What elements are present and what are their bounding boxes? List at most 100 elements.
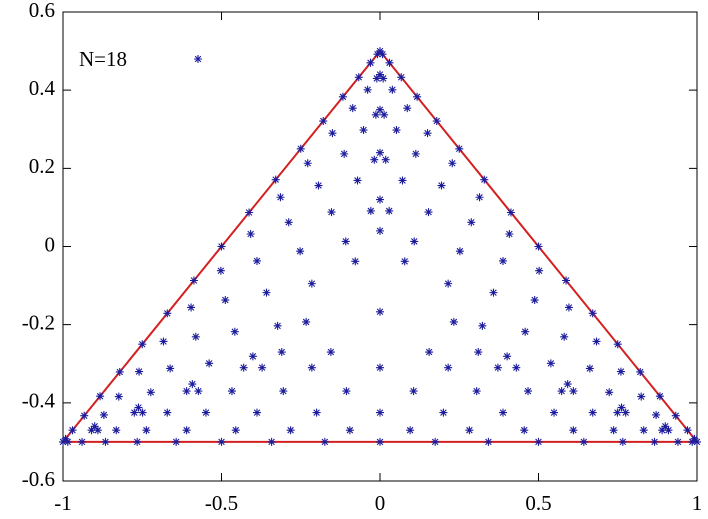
- point: [231, 426, 240, 435]
- point: [372, 74, 381, 83]
- y-tick-label: -0.2: [22, 310, 55, 334]
- point: [563, 380, 572, 389]
- point: [534, 437, 543, 446]
- point: [673, 437, 682, 446]
- point: [80, 411, 89, 420]
- point: [480, 175, 489, 184]
- point: [351, 257, 360, 266]
- point: [444, 363, 453, 372]
- point: [348, 104, 357, 113]
- point: [671, 411, 680, 420]
- point: [425, 348, 434, 357]
- point: [230, 327, 239, 336]
- point: [409, 387, 418, 396]
- point: [188, 380, 197, 389]
- point: [187, 303, 196, 312]
- point: [664, 426, 673, 435]
- point: [588, 309, 597, 318]
- point: [403, 104, 412, 113]
- point: [189, 276, 198, 285]
- point: [423, 129, 432, 138]
- point: [562, 276, 571, 285]
- point: [354, 73, 363, 82]
- point: [146, 388, 155, 397]
- point: [363, 85, 372, 94]
- point: [320, 437, 329, 446]
- point: [613, 408, 622, 417]
- point: [455, 144, 464, 153]
- x-tick-label: -0.5: [205, 491, 238, 515]
- point: [613, 340, 622, 349]
- point: [286, 426, 295, 435]
- point: [191, 332, 200, 341]
- point: [605, 388, 614, 397]
- point: [489, 288, 498, 297]
- point: [376, 226, 384, 235]
- point: [617, 403, 626, 412]
- point: [637, 392, 646, 401]
- point: [130, 408, 139, 417]
- point: [432, 117, 441, 126]
- point: [449, 317, 458, 326]
- point: [341, 237, 350, 246]
- point: [135, 367, 144, 376]
- point: [397, 73, 406, 82]
- point: [271, 175, 280, 184]
- point: [359, 126, 368, 135]
- point: [585, 364, 594, 373]
- point: [163, 408, 172, 417]
- point: [253, 256, 262, 265]
- point: [227, 387, 236, 396]
- point: [658, 426, 667, 435]
- point: [353, 176, 362, 185]
- point: [411, 149, 420, 158]
- point: [376, 70, 384, 79]
- point: [467, 218, 476, 227]
- point: [406, 426, 415, 435]
- point: [385, 206, 394, 215]
- point: [258, 363, 267, 372]
- point: [380, 110, 389, 119]
- point: [267, 437, 276, 446]
- point: [376, 47, 384, 56]
- point: [340, 149, 349, 158]
- point: [63, 437, 72, 446]
- point: [366, 206, 375, 215]
- point: [217, 437, 226, 446]
- point: [328, 129, 337, 138]
- point: [138, 408, 147, 417]
- point: [87, 426, 96, 435]
- point: [569, 387, 578, 396]
- point: [273, 321, 282, 330]
- point: [216, 266, 225, 275]
- point: [101, 437, 110, 446]
- point: [535, 266, 544, 275]
- point: [472, 387, 481, 396]
- point: [609, 426, 618, 435]
- point: [636, 367, 645, 376]
- point: [448, 159, 457, 168]
- point: [217, 242, 226, 251]
- point: [388, 85, 397, 94]
- point: [376, 195, 384, 204]
- point: [505, 229, 514, 238]
- point: [326, 348, 335, 357]
- point: [314, 181, 323, 190]
- point: [93, 426, 102, 435]
- point: [639, 426, 648, 435]
- point: [520, 426, 529, 435]
- point: [138, 340, 147, 349]
- point: [345, 426, 354, 435]
- point: [182, 426, 191, 435]
- point: [307, 363, 316, 372]
- point: [439, 408, 448, 417]
- point: [276, 193, 285, 202]
- point: [385, 58, 394, 67]
- point: [338, 92, 347, 101]
- point: [493, 363, 502, 372]
- point: [303, 159, 312, 168]
- point: [96, 392, 105, 401]
- point: [652, 410, 661, 419]
- point: [205, 359, 214, 368]
- point: [534, 242, 543, 251]
